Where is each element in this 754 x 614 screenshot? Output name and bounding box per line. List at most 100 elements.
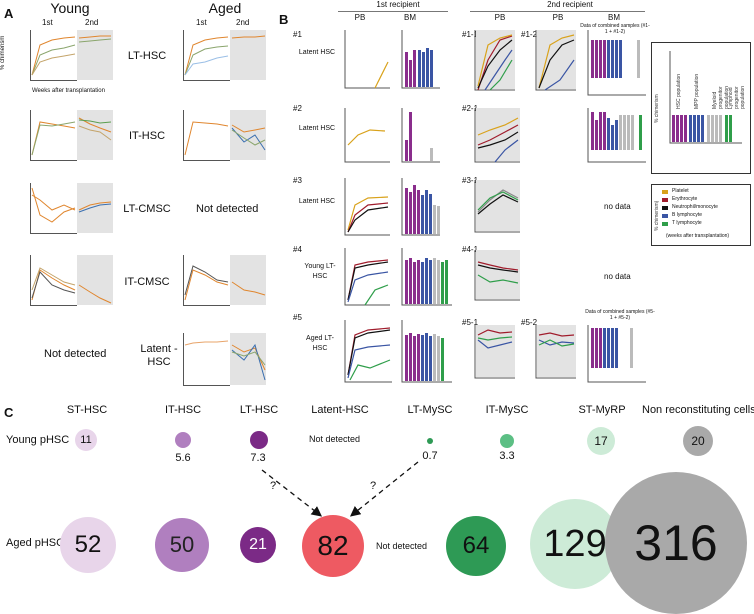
- sub-1-1: #1-1: [462, 30, 479, 39]
- col-it-mysc: IT-MySC: [485, 404, 529, 416]
- col-lt-mysc: LT-MySC: [407, 404, 453, 416]
- sub-3-1: #3-1: [462, 176, 479, 185]
- pb-header-2: PB: [494, 13, 506, 22]
- sub-5-2: #5-2: [521, 318, 538, 327]
- second-recipient-header: 2nd recipient: [547, 0, 593, 9]
- aged-it-mysc-circle: 64: [446, 516, 506, 576]
- young-latent-not-detected: Not detected: [44, 348, 107, 360]
- young-it-cmsc-2nd-plot: [77, 255, 113, 305]
- aged-col-1st: 1st: [196, 18, 207, 27]
- young-title: Young: [50, 0, 90, 16]
- aged-it-hsc-1st-plot: [183, 110, 230, 161]
- first-recipient-header: 1st recipient: [376, 0, 420, 9]
- legend-b-lymphocyte: B lymphocyte: [672, 212, 703, 218]
- panel-a-curves: [31, 35, 266, 381]
- young-latent-not-detected: Not detected: [309, 434, 361, 444]
- aged-latent-value: 82: [317, 530, 349, 561]
- lineage-legend-xlabel: (weeks after transplantation): [666, 233, 730, 239]
- aged-lt-hsc-1st-plot: [183, 30, 230, 81]
- row-young-phsc: Young pHSC: [6, 434, 70, 446]
- aged-st-myrp-circle: 129: [530, 499, 620, 589]
- young-st-myrp-value: 17: [594, 434, 608, 448]
- x-axis-label: Weeks after transplantation: [32, 88, 105, 94]
- question-mark-right: ?: [370, 480, 377, 492]
- aged-it-mysc-value: 64: [462, 532, 490, 559]
- legend-erythrocyte-swatch: [662, 198, 668, 202]
- row-label-1: Latent HSC: [298, 49, 336, 56]
- col-st-hsc: ST-HSC: [66, 404, 108, 416]
- lineage-legend: % chimerism) Platelet Erythrocyte Neutro…: [651, 184, 751, 246]
- question-mark-left: ?: [270, 480, 277, 492]
- population-legend-bars: [669, 51, 742, 144]
- young-col-1st: 1st: [42, 18, 53, 27]
- aged-st-myrp-value: 129: [543, 522, 607, 565]
- row-num-2: #2: [293, 104, 302, 113]
- legend-t-lymphocyte: T lymphocyte: [672, 220, 702, 226]
- panel-b-letter: B: [279, 12, 289, 27]
- aged-lt-hsc-value: 21: [249, 536, 267, 553]
- row-label-lt-hsc: LT-HSC: [127, 50, 167, 62]
- row-label-3: Latent HSC: [298, 198, 336, 205]
- legend-neutrophil: Neutrophil/monocyte: [672, 204, 718, 210]
- young-lt-hsc-value: 7.3: [250, 452, 266, 464]
- row-num-4: #4: [293, 245, 302, 254]
- young-st-hsc-circle: 11: [75, 429, 97, 451]
- bm-header-1: BM: [404, 13, 416, 22]
- col-latent-hsc: Latent-HSC: [311, 404, 369, 416]
- legend-erythrocyte: Erythrocyte: [672, 196, 698, 202]
- young-it-hsc-circle: [175, 432, 191, 448]
- aged-latent-circle: 82: [302, 515, 364, 577]
- aged-st-hsc-circle: 52: [60, 517, 116, 573]
- sub-1-2: #1-2: [521, 30, 538, 39]
- young-it-hsc-1st-plot: [30, 110, 77, 161]
- row-aged-phsc: Aged pHSC: [6, 537, 65, 549]
- population-legend: % chimerism HSC population MPP populatio…: [651, 42, 751, 174]
- sub-4-1: #4-1: [462, 245, 479, 254]
- second-recipient-line: [470, 11, 645, 12]
- legend-b-lymphocyte-swatch: [662, 214, 668, 218]
- young-lt-hsc-circle: [250, 431, 268, 449]
- row-label-2: Latent HSC: [298, 125, 336, 132]
- aged-lt-hsc-circle: 21: [240, 527, 276, 563]
- row-num-1: #1: [293, 30, 302, 39]
- young-it-mysc-circle: [500, 434, 514, 448]
- legend-platelet-swatch: [662, 190, 668, 194]
- combined-samples-1: Data of combined samples (#1-1 + #1-2): [580, 23, 650, 35]
- panel-b-graphics: [344, 30, 646, 383]
- legend-neutrophil-swatch: [662, 206, 668, 210]
- young-st-myrp-circle: 17: [587, 427, 615, 455]
- young-it-mysc-value: 3.3: [499, 450, 515, 462]
- aged-it-cmsc-2nd-plot: [230, 255, 266, 305]
- row-label-it-hsc: IT-HSC: [128, 130, 166, 142]
- row-num-5: #5: [293, 313, 302, 322]
- aged-it-hsc-value: 50: [169, 532, 195, 557]
- no-data-4: no data: [604, 272, 631, 281]
- aged-it-hsc-circle: 50: [155, 518, 209, 572]
- legend-t-lymphocyte-swatch: [662, 222, 668, 226]
- aged-lt-hsc-2nd-plot: [230, 30, 266, 80]
- pb-header-1: PB: [354, 13, 366, 22]
- row-label-4: Young LT-HSC: [304, 263, 336, 280]
- row-label-5: Aged LT-HSC: [306, 335, 334, 352]
- pb-header-3: PB: [552, 13, 564, 22]
- aged-st-hsc-value: 52: [74, 531, 102, 558]
- young-lt-mysc-value: 0.7: [422, 450, 438, 462]
- row-num-3: #3: [293, 176, 302, 185]
- aged-nonrec-circle: 316: [605, 472, 747, 614]
- aged-it-hsc-2nd-plot: [230, 110, 266, 160]
- aged-title: Aged: [208, 0, 242, 16]
- aged-lt-cmsc-not-detected: Not detected: [196, 203, 259, 215]
- first-recipient-line: [338, 11, 448, 12]
- aged-lt-mysc-not-detected: Not detected: [376, 541, 428, 551]
- aged-col-2nd: 2nd: [236, 18, 250, 27]
- young-lt-mysc-circle: [427, 438, 433, 444]
- young-it-hsc-value: 5.6: [175, 452, 191, 464]
- col-lt-hsc: LT-HSC: [239, 404, 279, 416]
- row-label-latent-hsc: Latent - HSC: [140, 343, 178, 368]
- young-it-hsc-2nd-plot: [77, 110, 113, 160]
- young-nonrec-value: 20: [691, 434, 705, 448]
- col-st-myrp: ST-MyRP: [578, 404, 626, 416]
- legend-platelet: Platelet: [672, 188, 689, 194]
- young-nonrec-circle: 20: [683, 426, 713, 456]
